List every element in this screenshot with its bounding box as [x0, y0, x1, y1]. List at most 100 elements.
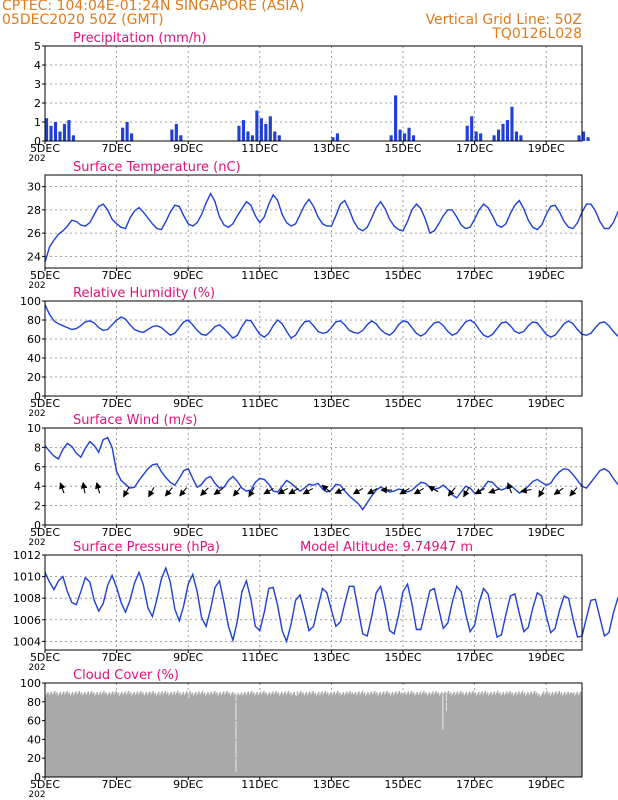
- cloud-bar: [317, 691, 320, 777]
- cloud-bar: [141, 694, 143, 777]
- year-label: 202: [28, 154, 45, 164]
- cloud-bar: [476, 693, 479, 777]
- x-tick-label: 17DEC: [456, 526, 493, 539]
- y-tick-label: 0: [34, 135, 41, 148]
- cloud-bar: [198, 691, 200, 777]
- cloud-bar: [225, 692, 227, 777]
- cloud-bar: [330, 691, 332, 777]
- cloud-bar: [140, 690, 142, 777]
- cloud-bar: [395, 691, 397, 777]
- x-tick-label: 9DEC: [173, 269, 203, 282]
- cloud-bar: [510, 694, 512, 777]
- cloud-bar: [345, 691, 348, 777]
- cloud-bar: [466, 695, 469, 777]
- cloud-bar: [342, 691, 345, 777]
- cloud-bar: [397, 692, 399, 777]
- y-tick-label: 1008: [13, 592, 41, 605]
- cloud-bar: [526, 693, 528, 777]
- cloud-bar: [66, 690, 68, 777]
- cloud-bar: [571, 694, 574, 777]
- cloud-bar: [324, 690, 327, 777]
- cloud-bar: [537, 695, 539, 777]
- cloud-bar: [151, 692, 153, 777]
- cloud-bar: [538, 693, 540, 777]
- y-tick-label: 80: [27, 314, 41, 327]
- y-tick-label: 10: [27, 422, 41, 435]
- cloud-bar: [296, 691, 299, 777]
- cloud-bar: [256, 691, 258, 777]
- cloud-bar: [226, 690, 228, 777]
- cloud-bar: [94, 695, 96, 777]
- cloud-bar: [46, 693, 48, 777]
- cloud-bar: [86, 693, 88, 777]
- cloud-bar: [314, 692, 317, 777]
- cloud-bar: [81, 695, 84, 777]
- cloud-bar: [77, 692, 79, 777]
- precip-bar: [335, 133, 340, 141]
- cloud-bar: [218, 693, 220, 777]
- cloud-bar: [200, 692, 203, 777]
- cloud-bar: [191, 692, 194, 777]
- precip-bar: [170, 129, 174, 141]
- cloud-bar: [338, 694, 340, 777]
- cloud-bar: [180, 695, 182, 777]
- wind-arrow: [59, 482, 66, 494]
- cloud-bar: [162, 694, 164, 777]
- cloud-bar: [197, 693, 199, 777]
- wind-arrow: [164, 487, 173, 497]
- cloud-bar: [78, 690, 81, 777]
- cloud-bar: [190, 694, 192, 777]
- precip-bar: [53, 122, 58, 141]
- x-tick-label: 19DEC: [528, 526, 565, 539]
- cloud-bar: [70, 693, 73, 777]
- cloud-bar: [351, 692, 354, 777]
- cloud-bar: [254, 695, 256, 777]
- precip-frame: [44, 45, 583, 142]
- y-tick-label: 40: [27, 352, 41, 365]
- x-tick-label: 11DEC: [241, 526, 278, 539]
- x-tick-label: 19DEC: [528, 269, 565, 282]
- x-tick-label: 15DEC: [384, 778, 421, 791]
- cloud-bar: [312, 690, 314, 777]
- cloud-bar: [53, 690, 56, 777]
- wind-arrow: [80, 481, 88, 494]
- cloud-bar: [109, 695, 112, 777]
- cloud-bar: [179, 692, 181, 777]
- cloud-bar: [453, 691, 455, 777]
- cloud-bar: [216, 692, 218, 777]
- x-tick-label: 7DEC: [102, 269, 132, 282]
- cloud-bar: [485, 694, 488, 777]
- pres-frame: [44, 554, 583, 651]
- cloud-bar: [444, 691, 446, 777]
- cloud-panel: 0 20 40 60 80 100 5DEC 7DEC 9DEC 11DEC 13DEC 15DEC 1…: [20, 668, 583, 800]
- cloud-bar: [430, 693, 433, 777]
- cloud-bar: [455, 693, 458, 777]
- y-tick-label: 0: [34, 771, 41, 784]
- precip-bar: [58, 131, 62, 141]
- cloud-bar: [473, 694, 475, 777]
- cloud-bar: [55, 694, 57, 777]
- cloud-bar: [458, 692, 461, 777]
- cloud-bar: [201, 690, 204, 777]
- cloud-bar: [512, 695, 515, 777]
- cloud-bar: [467, 693, 470, 777]
- cloud-bar: [99, 691, 102, 777]
- y-tick-label: 1010: [13, 571, 41, 584]
- cloud-bar: [569, 692, 572, 777]
- cloud-bar: [87, 691, 90, 777]
- cloud-bar: [357, 693, 359, 777]
- cloud-bar: [136, 691, 139, 777]
- cloud-bar: [189, 690, 191, 777]
- cloud-bar: [130, 692, 132, 777]
- x-tick-label: 15DEC: [384, 526, 421, 539]
- cloud-bar: [65, 692, 67, 777]
- cloud-bar: [76, 694, 78, 777]
- cloud-bar: [209, 693, 211, 777]
- precip-bar: [492, 135, 496, 141]
- precip-bar: [411, 135, 416, 141]
- cloud-bar: [418, 693, 421, 777]
- cloud-bar: [407, 691, 409, 777]
- cloud-bar: [96, 691, 98, 777]
- cloud-bar: [406, 693, 408, 777]
- cloud-bar: [47, 691, 49, 777]
